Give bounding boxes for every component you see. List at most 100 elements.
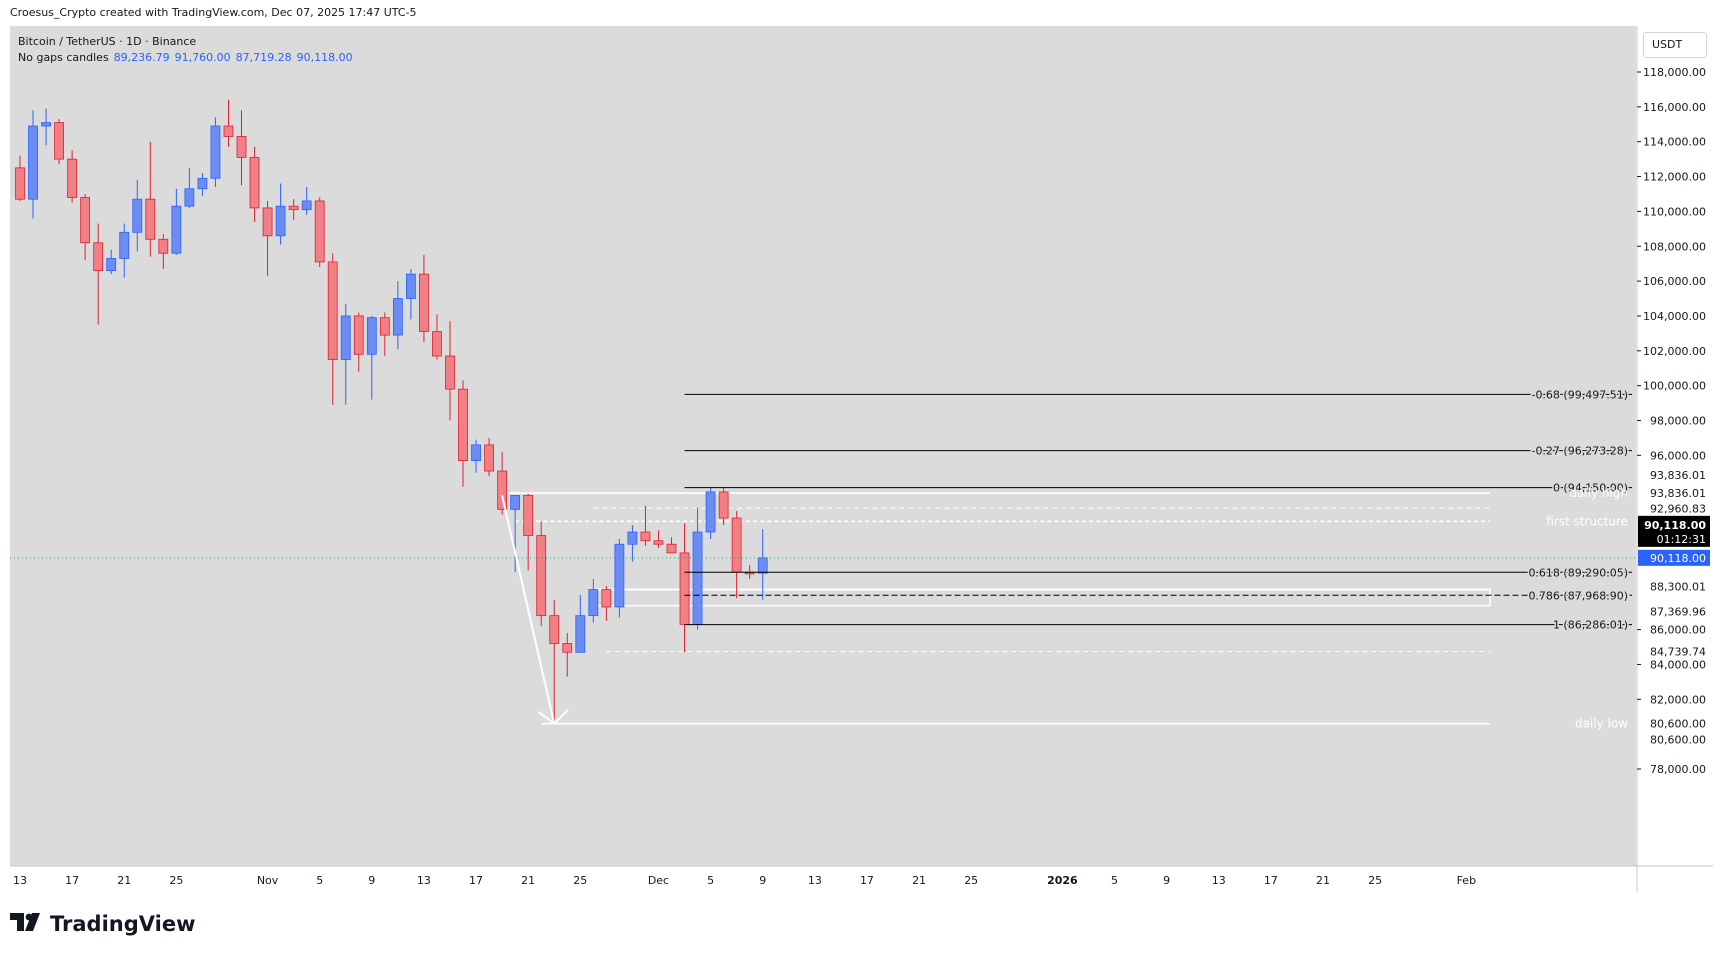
candle-body xyxy=(627,531,638,545)
candle-body xyxy=(262,207,273,237)
fib-label: 1 (86,286.01) xyxy=(1553,619,1628,632)
x-tick-label: 17 xyxy=(65,874,79,887)
ohlc-high: 91,760.00 xyxy=(174,51,231,64)
arrow-line xyxy=(501,495,556,724)
candle-body xyxy=(106,258,117,272)
time-axis[interactable] xyxy=(10,866,1713,892)
price-tag: 80,600.00 xyxy=(1650,718,1706,731)
y-tick-label: 98,000.00 xyxy=(1650,415,1706,428)
y-tick-label: 102,000.00 xyxy=(1643,345,1706,358)
candle-body xyxy=(249,156,260,209)
fib-label: 0.786 (87,968.90) xyxy=(1528,589,1628,602)
fib-label: -0.27 (96,273.28) xyxy=(1531,445,1628,458)
candle-body xyxy=(705,491,716,533)
price-tag-bg xyxy=(1638,578,1710,595)
countdown-label: 01:12:31 xyxy=(1657,533,1706,546)
x-tick-label: 21 xyxy=(117,874,131,887)
candle-body xyxy=(353,315,364,355)
last-price-label: 90,118.00 xyxy=(1644,519,1706,532)
candle-body xyxy=(679,552,690,625)
symbol-title[interactable]: Bitcoin / TetherUS · 1D · Binance xyxy=(18,35,197,48)
candle-body xyxy=(145,198,156,240)
candle-body xyxy=(366,317,377,355)
candle-body xyxy=(275,205,286,237)
price-tag-bg xyxy=(1638,715,1710,732)
y-tick-label: 108,000.00 xyxy=(1643,240,1706,253)
candle-body xyxy=(562,643,573,653)
y-tick-label: 84,000.00 xyxy=(1650,658,1706,671)
candle-body xyxy=(54,122,64,160)
y-axis-ticks: 118,000.00 116,000.00 114,000.00 112,000.00… xyxy=(1637,66,1706,776)
candle-body xyxy=(536,535,547,617)
x-tick-label: Dec xyxy=(648,874,669,887)
fib-retracement[interactable]: -0.68 (99,497.51) -0.27 (96,273.28) 0 (94,… xyxy=(684,387,1632,633)
price-tag-bg xyxy=(1638,643,1710,660)
candle-body xyxy=(458,388,468,461)
candle-body xyxy=(692,531,703,625)
x-tick-label: 25 xyxy=(964,874,978,887)
tradingview-logo-icon xyxy=(10,912,44,937)
candle-body xyxy=(93,242,104,272)
candle-body xyxy=(171,205,182,254)
candle-body xyxy=(41,122,51,127)
x-tick-label: 25 xyxy=(1368,874,1382,887)
y-tick-label: 104,000.00 xyxy=(1643,310,1706,323)
candles xyxy=(10,99,1637,724)
x-tick-label: 17 xyxy=(1264,874,1278,887)
price-tags: 93,836.0193,836.0192,960.8392,215.1488,3… xyxy=(1638,467,1710,748)
x-tick-label: 21 xyxy=(912,874,926,887)
x-tick-label: 5 xyxy=(1111,874,1118,887)
y-tick-label: 106,000.00 xyxy=(1643,275,1706,288)
x-tick-label: 17 xyxy=(860,874,874,887)
candle-body xyxy=(445,355,455,390)
price-tag: 93,836.01 xyxy=(1650,469,1706,482)
x-tick-label: 17 xyxy=(469,874,483,887)
candle-body xyxy=(405,273,416,299)
plot-area[interactable] xyxy=(10,26,1636,866)
price-tag-bg xyxy=(1638,731,1710,748)
candle-body xyxy=(327,261,338,360)
last-price-tag-bg xyxy=(1638,549,1710,566)
price-tag: 92,960.83 xyxy=(1650,502,1706,515)
y-tick-label: 116,000.00 xyxy=(1643,101,1706,114)
x-tick-label: 25 xyxy=(169,874,183,887)
price-tag: 80,600.00 xyxy=(1650,734,1706,747)
y-tick-label: 78,000.00 xyxy=(1650,763,1706,776)
x-tick-label: 13 xyxy=(417,874,431,887)
ohlc-values: No gaps candles 89,236.79 91,760.00 87,719.… xyxy=(18,50,353,66)
tradingview-brand[interactable]: TradingView xyxy=(10,909,195,939)
zone-lines xyxy=(502,492,1491,725)
daily-high-label: daily high xyxy=(1569,486,1628,500)
currency-button[interactable]: USDT xyxy=(1643,32,1707,58)
candle-body xyxy=(471,444,481,461)
candle-body xyxy=(731,517,742,573)
price-tag: 88,300.01 xyxy=(1650,581,1706,594)
candle-body xyxy=(392,298,403,336)
candle-body xyxy=(119,231,130,259)
candle-body xyxy=(301,200,312,211)
candle-body xyxy=(158,238,169,254)
fib-label: 0 (94,150.00) xyxy=(1553,482,1628,495)
y-tick-label: 86,000.00 xyxy=(1650,624,1706,637)
price-tag: 84,739.74 xyxy=(1650,646,1706,659)
candle-body xyxy=(718,491,729,519)
chart-attribution: Croesus_Crypto created with TradingView.… xyxy=(10,6,417,19)
candle-body xyxy=(614,543,625,608)
fib-label: 0.618 (89,290.05) xyxy=(1528,566,1628,579)
price-tag: 93,836.01 xyxy=(1650,487,1706,500)
candle-body xyxy=(67,158,78,198)
candle-body xyxy=(236,136,247,158)
candle-body xyxy=(288,205,299,211)
candle-body xyxy=(640,531,651,542)
candle-body xyxy=(510,495,521,510)
price-tag: 87,369.96 xyxy=(1650,606,1706,619)
x-tick-label: Feb xyxy=(1457,874,1476,887)
candle-body xyxy=(379,317,390,336)
candle-body xyxy=(549,615,560,644)
x-tick-label: 9 xyxy=(368,874,375,887)
annotations: daily high first structure daily low xyxy=(501,486,1628,731)
chart-legend: Bitcoin / TetherUS · 1D · Binance No gap… xyxy=(18,34,353,66)
candle-body xyxy=(523,495,534,536)
candle-body xyxy=(80,197,91,244)
